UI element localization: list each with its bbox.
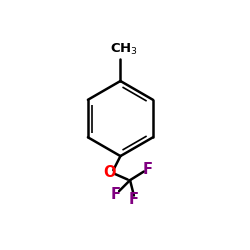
Text: F: F [110, 187, 120, 202]
Text: F: F [129, 192, 139, 207]
Text: O: O [104, 165, 116, 180]
Text: F: F [142, 162, 152, 177]
Text: CH$_3$: CH$_3$ [110, 42, 138, 57]
